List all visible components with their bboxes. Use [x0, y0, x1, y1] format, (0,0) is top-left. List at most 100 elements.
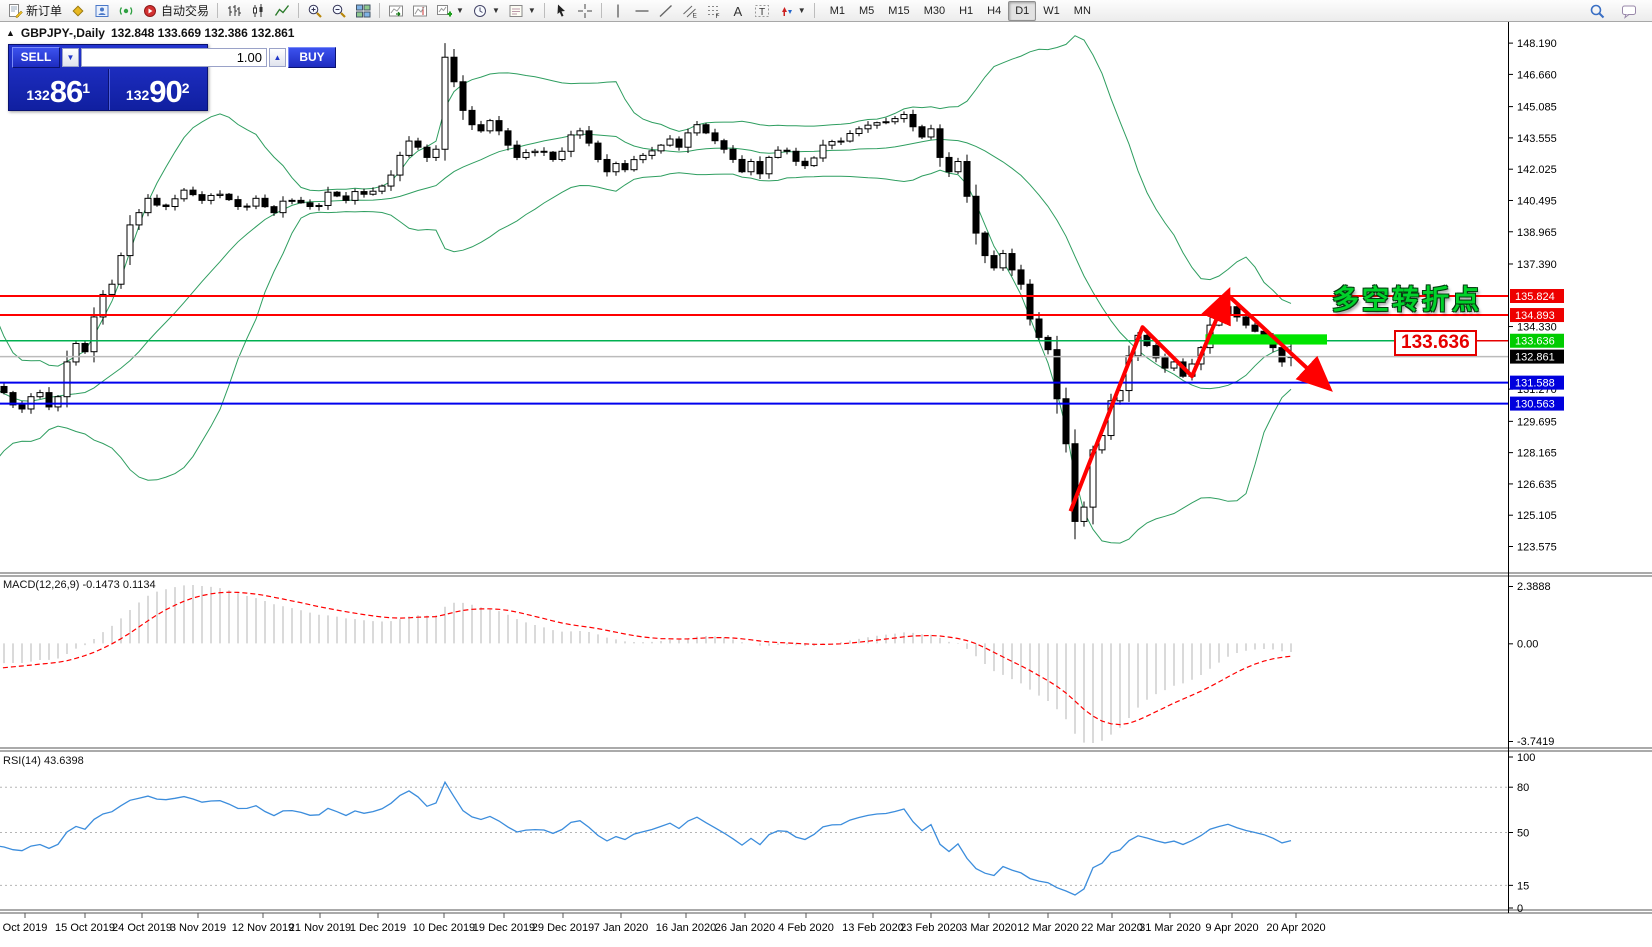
svg-text:7 Jan 2020: 7 Jan 2020	[594, 922, 648, 934]
buy-price-figure: 132	[125, 87, 150, 103]
chart-ohlc-values: 132.848 133.669 132.386 132.861	[110, 26, 295, 40]
svg-text:1 Dec 2019: 1 Dec 2019	[350, 922, 406, 934]
auto-scroll-icon[interactable]	[384, 0, 408, 22]
trade-panel-divider	[107, 69, 109, 110]
svg-text:3 Mar 2020: 3 Mar 2020	[961, 922, 1017, 934]
bar-chart-icon[interactable]	[222, 0, 246, 22]
toolbar-separator	[813, 3, 815, 18]
svg-text:3 Nov 2019: 3 Nov 2019	[170, 922, 226, 934]
svg-text:143.555: 143.555	[1517, 133, 1557, 145]
vertical-line-icon[interactable]	[606, 0, 630, 22]
svg-text:133.636: 133.636	[1515, 336, 1555, 348]
profiles-icon[interactable]	[90, 0, 114, 22]
svg-text:9 Apr 2020: 9 Apr 2020	[1205, 922, 1258, 934]
svg-text:131.588: 131.588	[1515, 378, 1555, 390]
svg-text:138.965: 138.965	[1517, 227, 1557, 239]
sell-price-figure: 132	[26, 87, 50, 103]
periodicity-icon[interactable]: ▼	[468, 0, 504, 22]
svg-text:126.635: 126.635	[1517, 479, 1557, 491]
svg-text:19 Dec 2019: 19 Dec 2019	[473, 922, 535, 934]
volume-down-button[interactable]: ▼	[62, 48, 79, 67]
svg-text:129.695: 129.695	[1517, 416, 1557, 428]
zoom-out-icon[interactable]	[327, 0, 351, 22]
svg-text:0.00: 0.00	[1517, 638, 1538, 650]
market-scan-icon[interactable]	[114, 0, 138, 22]
svg-text:125.105: 125.105	[1517, 510, 1557, 522]
toolbar: 新订单 自动交易 ▼ ▼ ▼ E F A T ▼ M1 M5 M15 M30 H1 H4 D1 W1 MN	[0, 0, 1652, 22]
svg-text:2.3888: 2.3888	[1517, 581, 1551, 593]
buy-price-point: 2	[181, 80, 190, 96]
toolbar-separator	[298, 3, 300, 18]
timeframe-mn[interactable]: MN	[1073, 4, 1091, 17]
volume-input[interactable]	[81, 48, 267, 67]
timeframe-d1[interactable]: D1	[1008, 0, 1037, 21]
sell-price-point: 1	[82, 80, 91, 96]
svg-text:146.660: 146.660	[1517, 69, 1557, 81]
svg-text:E: E	[692, 12, 697, 19]
new-chart-icon[interactable]: ▼	[432, 0, 468, 22]
svg-text:T: T	[759, 7, 765, 18]
cursor-icon[interactable]	[549, 0, 573, 22]
new-order-button[interactable]: 新订单	[3, 0, 66, 22]
svg-text:100: 100	[1517, 752, 1535, 764]
svg-text:-3.7419: -3.7419	[1517, 736, 1554, 748]
svg-text:F: F	[715, 13, 719, 19]
sell-price-pips: 86	[49, 74, 83, 109]
timeframe-m15[interactable]: M15	[888, 4, 910, 17]
chart-shift-icon[interactable]	[408, 0, 432, 22]
svg-text:31 Mar 2020: 31 Mar 2020	[1139, 922, 1201, 934]
rsi-label: RSI(14) 43.6398	[3, 755, 84, 767]
sell-price-button[interactable]: 132 86 1	[9, 69, 108, 110]
svg-text:24 Oct 2019: 24 Oct 2019	[112, 922, 172, 934]
line-chart-icon[interactable]	[270, 0, 294, 22]
horizontal-line-icon[interactable]	[630, 0, 654, 22]
favorites-icon[interactable]	[66, 0, 90, 22]
buy-button[interactable]: BUY	[288, 47, 336, 68]
timeframe-w1[interactable]: W1	[1043, 4, 1060, 17]
price-level-callout[interactable]: 133.636	[1394, 330, 1477, 356]
timeframe-h1[interactable]: H1	[959, 4, 974, 17]
turning-point-annotation[interactable]: 多空转折点	[1332, 285, 1482, 315]
timeframe-m5[interactable]: M5	[859, 4, 875, 17]
svg-text:80: 80	[1517, 782, 1529, 794]
text-icon[interactable]: A	[726, 0, 750, 22]
timeframe-m30[interactable]: M30	[923, 4, 946, 17]
equidistant-channel-icon[interactable]: E	[678, 0, 702, 22]
svg-text:Oct 2019: Oct 2019	[3, 922, 48, 934]
chart-title: ▲ GBPJPY-,Daily 132.848 133.669 132.386 …	[6, 26, 294, 40]
trendline-icon[interactable]	[654, 0, 678, 22]
svg-text:4 Feb 2020: 4 Feb 2020	[778, 922, 834, 934]
tile-windows-icon[interactable]	[351, 0, 375, 22]
fibonacci-icon[interactable]: F	[702, 0, 726, 22]
arrows-icon[interactable]: ▼	[774, 0, 810, 22]
toolbar-separator	[543, 3, 545, 18]
collapse-triangle-icon[interactable]: ▲	[6, 28, 15, 38]
svg-text:0: 0	[1517, 903, 1523, 915]
toolbar-separator	[217, 3, 219, 18]
svg-text:12 Nov 2019: 12 Nov 2019	[232, 922, 294, 934]
svg-text:148.190: 148.190	[1517, 38, 1557, 50]
svg-text:A: A	[733, 4, 742, 19]
timeframe-h4[interactable]: H4	[987, 4, 1002, 17]
sell-button[interactable]: SELL	[12, 47, 60, 68]
autotrading-button[interactable]: 自动交易	[138, 0, 213, 22]
crosshair-icon[interactable]	[573, 0, 597, 22]
candle-chart-icon[interactable]	[246, 0, 270, 22]
volume-up-button[interactable]: ▲	[269, 48, 286, 67]
svg-text:128.165: 128.165	[1517, 448, 1557, 460]
text-label-icon[interactable]: T	[750, 0, 774, 22]
svg-text:10 Dec 2019: 10 Dec 2019	[413, 922, 475, 934]
chat-icon[interactable]	[1617, 0, 1641, 22]
chart-canvas[interactable]: 148.190 146.660 145.085 143.555 142.025 140.4…	[0, 22, 1652, 947]
zoom-in-icon[interactable]	[303, 0, 327, 22]
svg-text:20 Apr 2020: 20 Apr 2020	[1266, 922, 1325, 934]
search-icon[interactable]	[1585, 0, 1609, 22]
svg-text:145.085: 145.085	[1517, 102, 1557, 114]
buy-price-button[interactable]: 132 90 2	[109, 69, 208, 110]
svg-text:15: 15	[1517, 880, 1529, 892]
templates-icon[interactable]: ▼	[504, 0, 540, 22]
timeframe-m1[interactable]: M1	[829, 4, 845, 17]
svg-text:135.824: 135.824	[1515, 291, 1555, 303]
